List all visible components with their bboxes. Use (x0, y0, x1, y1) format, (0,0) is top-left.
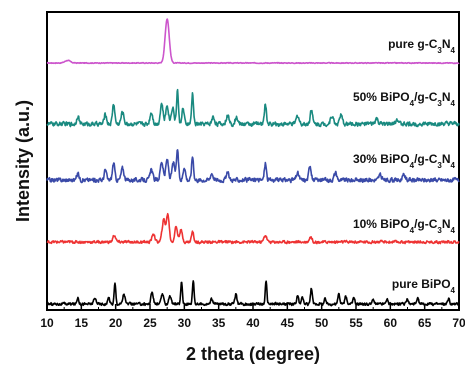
series-label-pure-bipo4: pure BiPO4 (392, 277, 456, 295)
x-tick-label-60: 60 (384, 316, 398, 330)
x-tick-label-50: 50 (315, 316, 329, 330)
x-axis-title: 2 theta (degree) (186, 344, 320, 364)
series-labels: pure g-C3N4 50% BiPO4/g-C3N4 30% BiPO4/g-C… (353, 37, 456, 295)
x-tick-label-30: 30 (178, 316, 192, 330)
series-line-30-bipo4-g-c3n4 (46, 149, 460, 184)
x-tick-label-10: 10 (40, 316, 54, 330)
series-layer (46, 18, 460, 307)
series-line-pure-g-c3n4 (46, 18, 460, 65)
series-line-pure-bipo4 (46, 280, 460, 307)
series-line-50-bipo4-g-c3n4 (46, 88, 460, 128)
x-tick-label-35: 35 (212, 316, 226, 330)
series-line-10-bipo4-g-c3n4 (46, 212, 460, 245)
x-tick-label-40: 40 (246, 316, 260, 330)
x-tick-label-70: 70 (452, 316, 465, 330)
x-tick-label-25: 25 (143, 316, 157, 330)
x-tick-label-55: 55 (349, 316, 363, 330)
series-label-pure-g-c3n4: pure g-C3N4 (388, 37, 455, 55)
series-label-30-bipo4-g-c3n4: 30% BiPO4/g-C3N4 (353, 152, 456, 170)
x-tick-label-15: 15 (75, 316, 89, 330)
ticks-layer: 10 15 20 25 30 35 40 45 50 55 60 65 70 (40, 304, 465, 330)
x-tick-label-65: 65 (418, 316, 432, 330)
series-label-50-bipo4-g-c3n4: 50% BiPO4/g-C3N4 (353, 90, 456, 108)
x-tick-label-45: 45 (281, 316, 295, 330)
x-tick-label-20: 20 (109, 316, 123, 330)
series-label-10-bipo4-g-c3n4: 10% BiPO4/g-C3N4 (353, 217, 456, 235)
y-axis-title: Intensity (a.u.) (13, 100, 33, 222)
